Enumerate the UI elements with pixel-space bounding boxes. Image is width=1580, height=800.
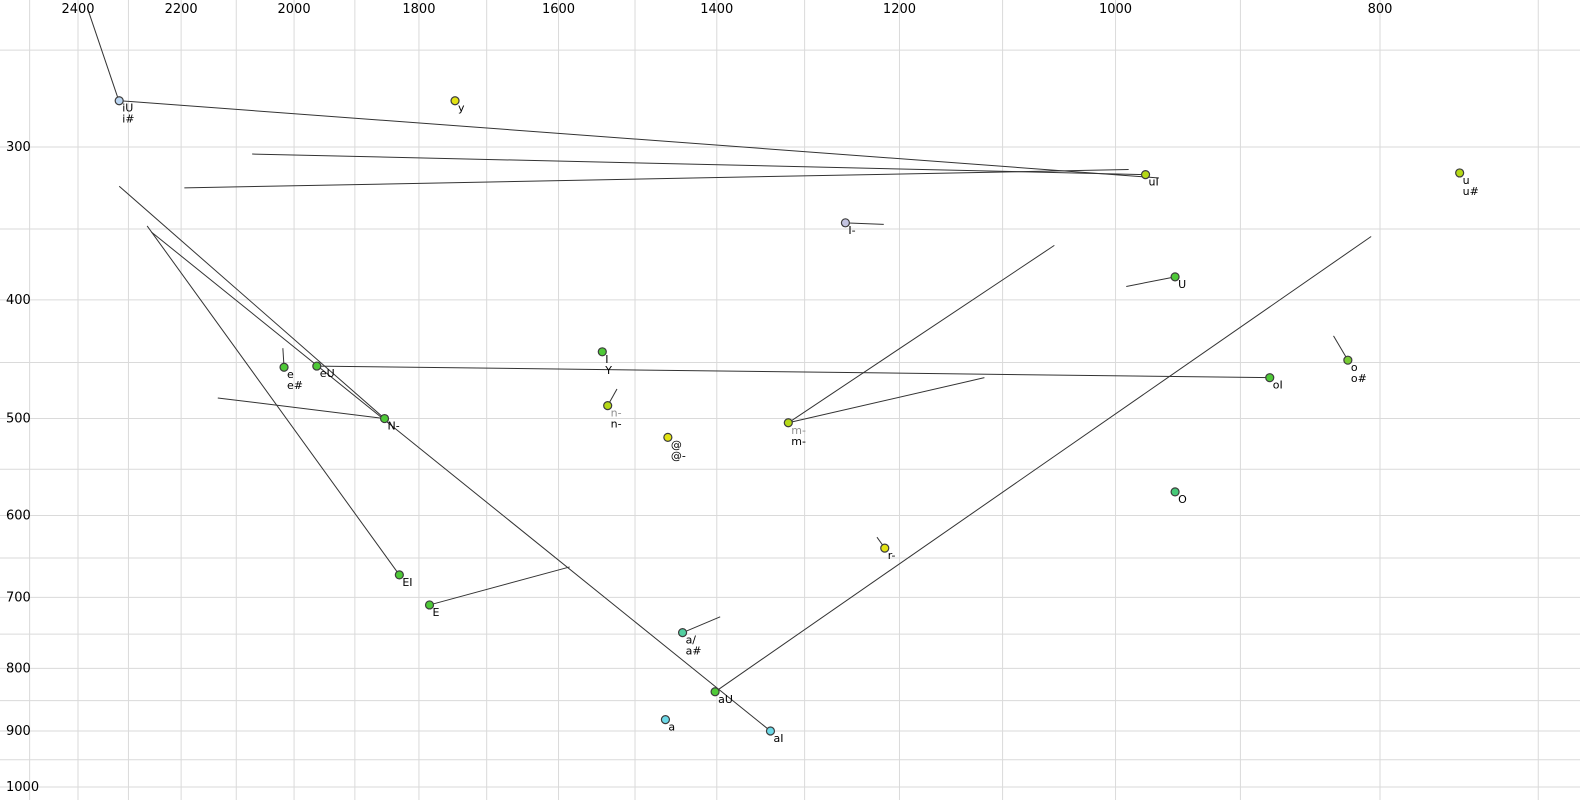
x-tick-label: 1000 [1099, 2, 1132, 17]
data-point-a/[interactable] [677, 628, 688, 638]
point-label: u# [1463, 185, 1479, 198]
trajectory-line [252, 153, 1146, 176]
data-point-iU[interactable] [114, 96, 124, 106]
trajectory-line [120, 100, 1160, 179]
point-label: n- [611, 418, 622, 431]
point-label: a [668, 721, 675, 734]
point-label: I [605, 353, 608, 366]
data-point-a[interactable] [660, 715, 671, 725]
point-label: aI [773, 732, 783, 745]
trajectory-line [184, 169, 1129, 189]
point-label: eU [320, 367, 335, 380]
x-tick-label: 1600 [542, 2, 575, 17]
data-point-O[interactable] [1170, 487, 1180, 497]
data-point-I[interactable] [597, 347, 607, 357]
x-tick-label: 2200 [165, 2, 198, 17]
point-label: @ [671, 438, 682, 451]
x-tick-label: 1800 [402, 2, 435, 17]
data-point-uI[interactable] [1140, 170, 1151, 180]
point-label: aU [718, 693, 733, 706]
point-label: uI [1149, 176, 1159, 189]
point-label: e# [287, 379, 303, 392]
point-label: oI [1273, 379, 1283, 392]
x-tick-label: 1400 [700, 2, 733, 17]
point-label: y [458, 102, 465, 115]
point-label: o# [1351, 372, 1367, 385]
point-label: a/ [686, 634, 697, 647]
point-label: e [287, 368, 294, 381]
trajectory-line [217, 397, 385, 420]
point-label: E [433, 606, 440, 619]
point-label: I- [848, 224, 855, 237]
x-tick-label: 800 [1368, 2, 1393, 17]
data-point-E[interactable] [424, 600, 435, 610]
x-tick-label: 1200 [883, 2, 916, 17]
point-label: Y [604, 364, 612, 377]
y-tick-label: 800 [6, 661, 31, 676]
data-point-@[interactable] [663, 432, 673, 442]
point-label: @- [671, 449, 686, 462]
trajectory-line [845, 222, 884, 225]
data-point-eU[interactable] [312, 361, 322, 371]
point-label: U [1178, 278, 1186, 291]
point-label: n- [611, 407, 622, 420]
y-tick-label: 400 [6, 293, 31, 308]
data-point-m-[interactable] [783, 418, 793, 428]
data-point-N-[interactable] [379, 413, 390, 424]
trajectory-line [1333, 335, 1349, 361]
point-label: o [1351, 361, 1358, 374]
point-label: r- [888, 549, 896, 562]
trajectory-line [1126, 276, 1176, 287]
y-tick-label: 1000 [6, 780, 39, 795]
data-point-u[interactable] [1455, 168, 1465, 178]
y-tick-label: 500 [6, 412, 31, 427]
trajectory-line [788, 244, 1055, 424]
trajectory-line [118, 185, 385, 419]
point-label: iU [122, 102, 133, 115]
point-label: u [1463, 174, 1470, 187]
data-point-I-[interactable] [840, 218, 851, 228]
point-label: m- [791, 424, 806, 437]
x-tick-label: 2000 [278, 2, 311, 17]
trajectory-line [316, 365, 1270, 379]
data-point-r-[interactable] [880, 543, 890, 553]
trajectory-line [788, 377, 985, 424]
data-point-e[interactable] [279, 362, 289, 372]
trajectory-line [151, 231, 771, 732]
y-tick-label: 600 [6, 508, 31, 523]
point-label: i# [122, 113, 134, 126]
trajectory-line [429, 566, 570, 606]
data-point-o[interactable] [1343, 355, 1353, 365]
data-point-EI[interactable] [394, 570, 404, 580]
trajectory-line [682, 616, 721, 634]
data-point-aI[interactable] [765, 726, 776, 736]
data-point-U[interactable] [1170, 272, 1180, 282]
point-label: a# [686, 645, 702, 658]
point-label: N- [388, 420, 400, 433]
trajectory-line [86, 7, 119, 99]
y-tick-label: 700 [6, 590, 31, 605]
y-tick-label: 300 [6, 140, 31, 155]
trajectory-line [146, 225, 400, 576]
point-label: EI [402, 576, 412, 589]
data-point-y[interactable] [450, 96, 460, 106]
y-tick-label: 900 [6, 724, 31, 739]
x-tick-label: 2400 [61, 2, 94, 17]
data-point-oI[interactable] [1265, 373, 1275, 383]
data-point-n-[interactable] [603, 401, 613, 411]
trajectory-line [714, 236, 1372, 693]
point-label: m- [791, 435, 806, 448]
data-point-aU[interactable] [710, 687, 720, 697]
point-label: O [1178, 493, 1187, 506]
